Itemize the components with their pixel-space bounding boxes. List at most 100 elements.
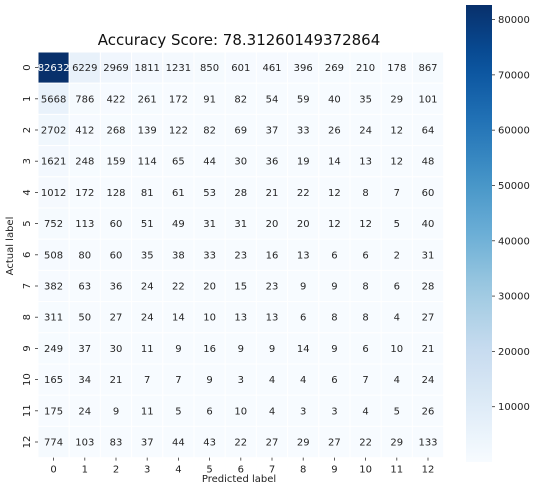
y-tick-label: 9 xyxy=(22,345,33,351)
heatmap-cell xyxy=(68,207,101,240)
heatmap-cell-value: 63 xyxy=(78,282,91,293)
heatmap-cell-value: 6 xyxy=(362,344,368,355)
heatmap-cell-value: 33 xyxy=(297,126,310,137)
y-tick-label: 3 xyxy=(22,158,33,164)
heatmap-cell-value: 34 xyxy=(78,375,91,386)
heatmap-cell-value: 269 xyxy=(325,63,344,74)
colorbar-tick-label: 10000 xyxy=(498,402,530,413)
heatmap-cell xyxy=(255,82,289,115)
heatmap-cell-value: 38 xyxy=(172,250,185,261)
heatmap-cell xyxy=(131,82,164,115)
heatmap-cell-value: 9 xyxy=(113,406,119,417)
heatmap-cell-value: 35 xyxy=(359,94,372,105)
heatmap-cell xyxy=(99,145,133,178)
heatmap-cell-value: 850 xyxy=(200,63,219,74)
heatmap-cell xyxy=(162,269,195,303)
heatmap-cell-value: 51 xyxy=(141,219,154,230)
heatmap-cell-value: 382 xyxy=(44,282,63,293)
heatmap-cell-value: 139 xyxy=(138,126,157,137)
heatmap-cell-value: 9 xyxy=(269,344,275,355)
heatmap-cell-value: 412 xyxy=(75,126,94,137)
y-tick-label: 10 xyxy=(22,373,33,386)
heatmap-cell xyxy=(224,207,257,240)
heatmap-cell-value: 9 xyxy=(238,344,244,355)
y-tick-label: 1 xyxy=(22,96,33,102)
heatmap-cell-value: 29 xyxy=(297,438,310,449)
heatmap-cell-value: 6 xyxy=(362,250,368,261)
heatmap-cell-value: 12 xyxy=(390,126,403,137)
heatmap-cell xyxy=(37,82,70,115)
heatmap-cell-value: 5 xyxy=(394,406,400,417)
y-tick-label: 5 xyxy=(22,220,33,226)
heatmap-cell-value: 61 xyxy=(172,188,185,199)
heatmap-cell xyxy=(37,207,70,240)
heatmap-cell-value: 12 xyxy=(328,219,341,230)
heatmap-cell xyxy=(318,82,351,115)
heatmap-cell-value: 249 xyxy=(44,344,63,355)
heatmap-cell-value: 9 xyxy=(331,344,337,355)
heatmap-cell-value: 60 xyxy=(422,188,435,199)
heatmap-cell-value: 14 xyxy=(172,313,185,324)
heatmap-cell-value: 5 xyxy=(175,406,181,417)
heatmap-cell xyxy=(193,301,226,334)
heatmap-cell xyxy=(411,269,445,303)
heatmap-cell xyxy=(99,82,133,115)
heatmap-cell-value: 159 xyxy=(106,157,125,168)
heatmap-cell-value: 4 xyxy=(269,375,275,386)
heatmap-cell-value: 774 xyxy=(44,438,63,449)
heatmap-cell-value: 5668 xyxy=(41,94,66,105)
heatmap-cell-value: 48 xyxy=(422,157,435,168)
heatmap-cell-value: 8 xyxy=(362,188,368,199)
heatmap-cell xyxy=(68,394,101,427)
heatmap-cell-value: 7 xyxy=(394,188,400,199)
heatmap-cell-value: 33 xyxy=(203,250,216,261)
heatmap-cell xyxy=(287,207,320,240)
x-tick-label: 9 xyxy=(331,465,337,476)
heatmap-cell xyxy=(318,51,351,84)
heatmap-cell-value: 11 xyxy=(141,344,154,355)
heatmap-cell-value: 19 xyxy=(297,157,310,168)
heatmap-cell xyxy=(193,425,226,459)
heatmap-cell xyxy=(193,145,226,178)
heatmap-cell xyxy=(99,207,133,240)
heatmap-cell xyxy=(287,82,320,115)
heatmap-cell-value: 65 xyxy=(172,157,185,168)
heatmap-cell-value: 36 xyxy=(266,157,279,168)
y-tick-label: 12 xyxy=(22,436,33,449)
x-tick-label: 0 xyxy=(50,465,56,476)
heatmap-cell-value: 13 xyxy=(234,313,247,324)
x-tick-label: 7 xyxy=(269,465,275,476)
heatmap-cell-value: 4 xyxy=(362,406,368,417)
heatmap-cell-value: 22 xyxy=(359,438,372,449)
heatmap-cell xyxy=(162,394,195,427)
heatmap-cell xyxy=(349,269,382,303)
heatmap-cell-value: 3 xyxy=(331,406,337,417)
x-tick-label: 8 xyxy=(300,465,306,476)
heatmap-cell-value: 13 xyxy=(297,250,310,261)
heatmap-cell xyxy=(349,145,382,178)
heatmap-cell-value: 80 xyxy=(78,250,91,261)
heatmap-cell xyxy=(99,332,133,365)
heatmap-cell-value: 261 xyxy=(138,94,157,105)
heatmap-cell xyxy=(380,269,413,303)
heatmap-cell xyxy=(99,176,133,209)
heatmap-cell-value: 37 xyxy=(78,344,91,355)
heatmap-cell-value: 14 xyxy=(297,344,310,355)
colorbar-tick-label: 60000 xyxy=(498,126,530,137)
heatmap-cell-value: 1231 xyxy=(166,63,191,74)
heatmap-cell xyxy=(68,51,101,84)
colorbar-tick-label: 50000 xyxy=(498,181,530,192)
heatmap-cell-value: 22 xyxy=(172,282,185,293)
heatmap-cell-value: 101 xyxy=(418,94,437,105)
heatmap-cell-value: 9 xyxy=(300,282,306,293)
x-axis-ticks: 0 1 2 3 4 5 6 7 8 9 10 11 12 xyxy=(50,457,434,476)
heatmap-cell-value: 20 xyxy=(266,219,279,230)
heatmap-cell xyxy=(131,332,164,365)
heatmap-cell-value: 82632 xyxy=(38,63,70,74)
heatmap-cell xyxy=(411,207,445,240)
heatmap-cell-value: 1811 xyxy=(134,63,159,74)
heatmap-cell xyxy=(411,176,445,209)
y-tick-label: 2 xyxy=(22,127,33,133)
heatmap-cell-value: 9 xyxy=(175,344,181,355)
